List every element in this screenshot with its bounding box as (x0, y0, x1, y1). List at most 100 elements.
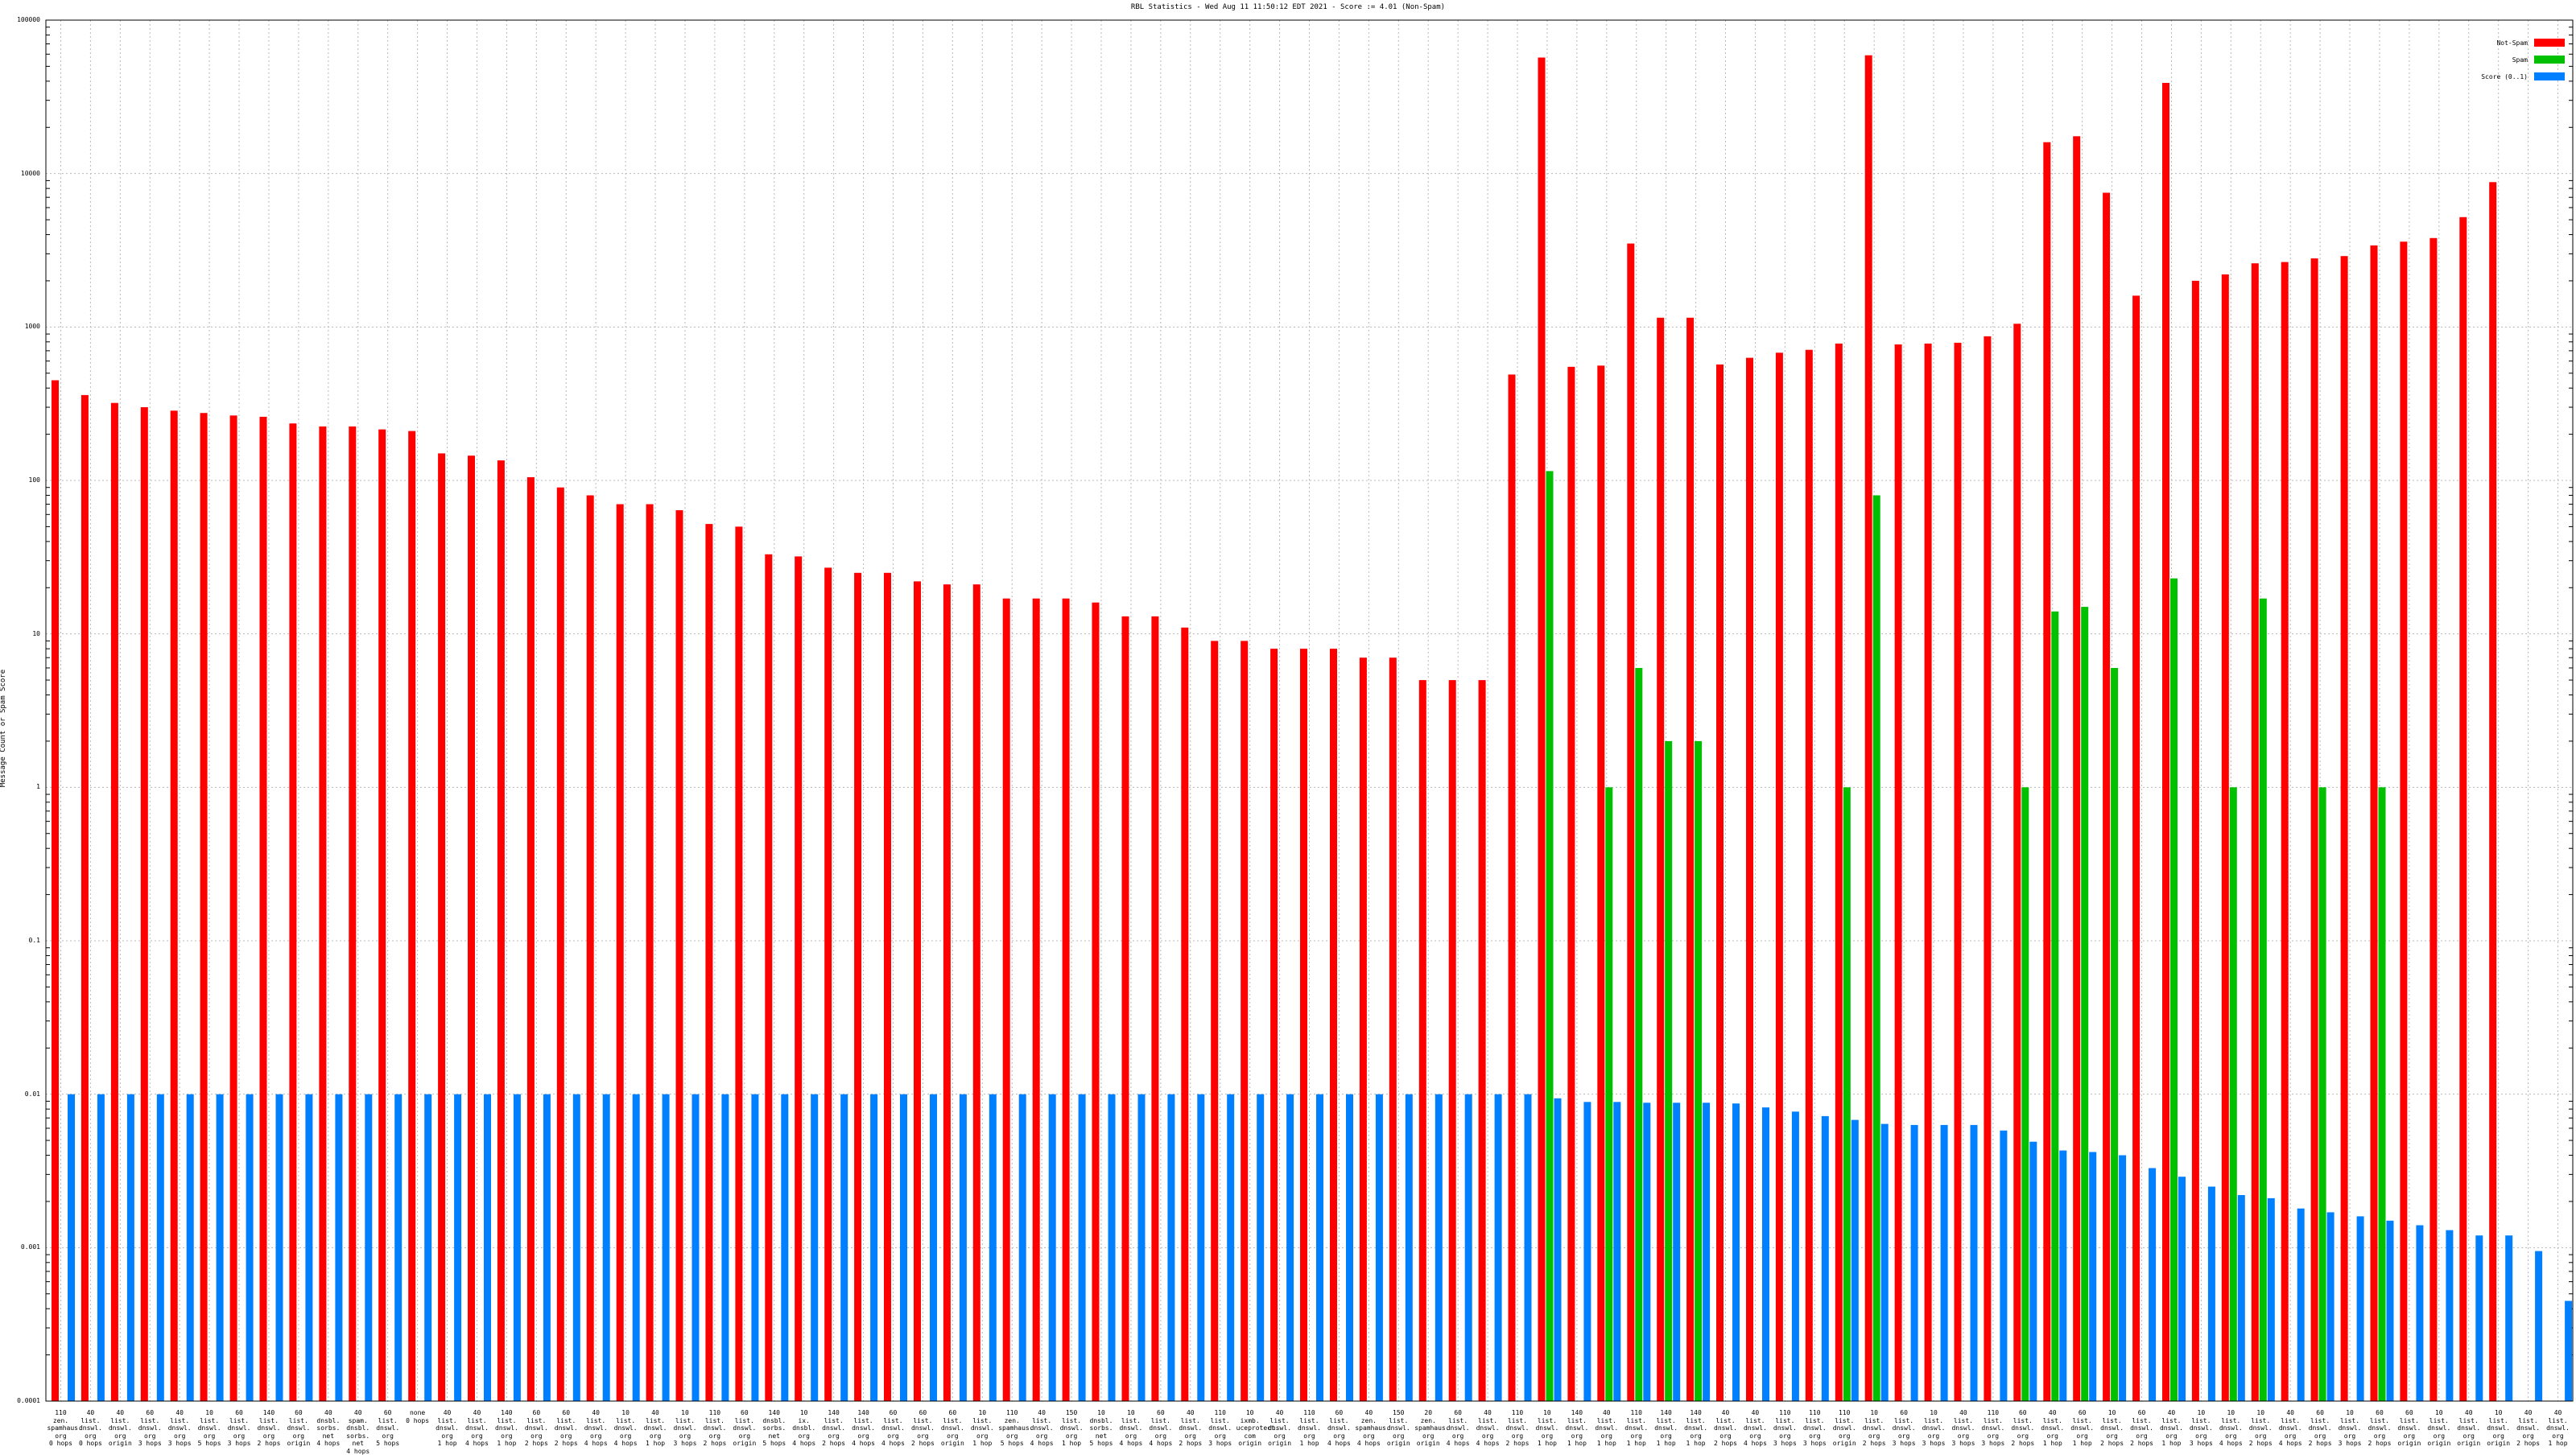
bar-spam (1695, 741, 1702, 1401)
legend-swatch (2534, 56, 2565, 64)
x-tick-line: 40 (345, 1409, 372, 1417)
x-tick-line: dnswl. (1474, 1424, 1501, 1432)
x-tick-line: dnswl. (166, 1424, 193, 1432)
bar-score (1227, 1094, 1234, 1401)
x-tick-line: 4 hops (1147, 1440, 1174, 1448)
x-tick-line: dnswl. (642, 1424, 669, 1432)
x-tick-line: org (2396, 1432, 2423, 1441)
bar-score (633, 1094, 640, 1401)
bar-not-spam (2371, 245, 2378, 1401)
bar-score (1703, 1103, 1710, 1401)
x-tick-line: list. (1623, 1417, 1650, 1425)
x-tick-line: 110 (1979, 1409, 2007, 1417)
x-tick-line: dnswl. (582, 1424, 609, 1432)
bar-score (1881, 1124, 1889, 1401)
x-tick-line: org (374, 1432, 402, 1441)
x-tick-line: 1 hop (1653, 1440, 1680, 1448)
x-tick-line: org (671, 1432, 699, 1441)
x-tick-line: dnswl. (196, 1424, 223, 1432)
x-tick-line: 140 (255, 1409, 283, 1417)
x-tick-line: 60 (285, 1409, 312, 1417)
x-tick-line: org (1325, 1432, 1352, 1441)
bar-score (900, 1094, 907, 1401)
x-tick-line: org (136, 1432, 163, 1441)
x-tick-line: list. (2187, 1417, 2215, 1425)
bar-score (2387, 1221, 2394, 1401)
x-tick-line: list. (1266, 1417, 1294, 1425)
x-tick-line: spamhaus. (1355, 1424, 1382, 1432)
x-tick-line: list. (612, 1417, 639, 1425)
y-tick-label: 0.0001 (3, 1397, 40, 1404)
x-tick-line: org (493, 1432, 520, 1441)
bar-not-spam (2281, 262, 2289, 1401)
bar-not-spam (1895, 344, 1902, 1401)
x-tick-line: 1 hop (2069, 1440, 2096, 1448)
x-tick-line: net (315, 1432, 342, 1441)
bar-score (960, 1094, 967, 1401)
bar-score (1673, 1103, 1680, 1401)
x-tick-line: 40 (2039, 1409, 2066, 1417)
x-tick-line: 4 hops (791, 1440, 818, 1448)
x-tick-line: list. (2099, 1417, 2126, 1425)
bar-not-spam (2013, 324, 2021, 1401)
x-tick-line: org (1504, 1432, 1531, 1441)
x-tick-line: net (345, 1440, 372, 1448)
x-tick-line: org (731, 1432, 758, 1441)
x-tick-line: dnsbl. (1088, 1417, 1115, 1425)
bar-score (1643, 1103, 1650, 1401)
y-tick-label: 0.001 (3, 1243, 40, 1251)
x-tick-line: 1 hop (2039, 1440, 2066, 1448)
bar-score (2119, 1156, 2126, 1402)
x-tick-line: 4 hops (315, 1440, 342, 1448)
bar-score (1197, 1094, 1204, 1401)
x-tick-line: dnswl. (2515, 1424, 2542, 1432)
x-tick-line: 10 (1088, 1409, 1115, 1417)
bar-score (365, 1094, 372, 1401)
bar-score (2178, 1177, 2186, 1401)
bar-not-spam (1211, 641, 1218, 1401)
x-tick-line: 4 hops (1117, 1440, 1145, 1448)
x-tick-line: 2 hops (1712, 1440, 1740, 1448)
x-tick-line: origin (1266, 1440, 1294, 1448)
x-tick-line: list. (1474, 1417, 1501, 1425)
x-tick-line: org (998, 1432, 1026, 1441)
x-tick-line: 10 (2336, 1409, 2363, 1417)
bar-score (1732, 1103, 1740, 1401)
x-tick-line: 1 hop (493, 1440, 520, 1448)
x-tick-line: 110 (1207, 1409, 1234, 1417)
x-tick-line: org (463, 1432, 490, 1441)
x-tick-line: dnswl. (76, 1424, 104, 1432)
x-tick-line: list. (1712, 1417, 1740, 1425)
x-tick-line: dnswl. (968, 1424, 996, 1432)
x-tick-line: 20 (1414, 1409, 1442, 1417)
x-tick-line: list. (968, 1417, 996, 1425)
x-tick-line: list. (1117, 1417, 1145, 1425)
x-tick-line: 0 hops (404, 1417, 431, 1425)
x-tick-line: list. (1444, 1417, 1472, 1425)
x-tick-line: dnswl. (850, 1424, 877, 1432)
x-tick-line: list. (166, 1417, 193, 1425)
x-tick-line: 10 (1860, 1409, 1888, 1417)
x-tick-line: 2 hops (701, 1440, 729, 1448)
x-tick-line: 60 (2366, 1409, 2393, 1417)
x-tick-line: 110 (1296, 1409, 1323, 1417)
x-tick-line: dnsbl. (345, 1424, 372, 1432)
bar-spam (1546, 471, 1554, 1401)
x-tick-line: dnswl. (2099, 1424, 2126, 1432)
bar-score (1167, 1094, 1174, 1401)
x-tick-line: org (1296, 1432, 1323, 1441)
